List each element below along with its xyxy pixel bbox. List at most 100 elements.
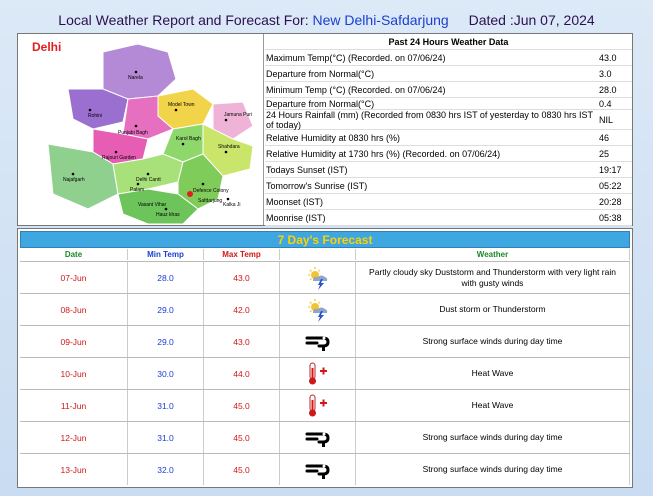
svg-text:Rajouri Garden: Rajouri Garden: [102, 155, 136, 161]
svg-text:Safdarjung: Safdarjung: [198, 198, 222, 204]
forecast-date: 12-Jun: [20, 422, 128, 453]
past24-row: Departure from Normal(°C) 3.0: [265, 66, 632, 82]
svg-text:Vasant Vihar: Vasant Vihar: [138, 202, 167, 208]
past24-label: 24 Hours Rainfall (mm) (Recorded from 08…: [266, 109, 593, 130]
past24-value: 28.0: [599, 84, 617, 95]
forecast-icon-cell: [280, 422, 356, 453]
past24-value: 05:38: [599, 212, 622, 223]
past24-row: Maximum Temp(°C) (Recorded. on 07/06/24)…: [265, 50, 632, 66]
forecast-weather: Strong surface winds during day time: [356, 422, 630, 453]
past24-row: Departure from Normal(°C) 0.4: [265, 98, 632, 110]
forecast-date: 09-Jun: [20, 326, 128, 357]
past24-row: Relative Humidity at 0830 hrs (%) 46: [265, 130, 632, 146]
svg-text:Narela: Narela: [128, 75, 143, 81]
report-date: Dated :Jun 07, 2024: [468, 12, 595, 28]
forecast-max-temp: 45.0: [204, 454, 280, 485]
wind-icon: [305, 460, 331, 480]
svg-text:Shahdara: Shahdara: [218, 144, 240, 150]
forecast-date: 08-Jun: [20, 294, 128, 325]
header-min-temp: Min Temp: [128, 249, 204, 260]
svg-text:Hauz khas: Hauz khas: [156, 212, 180, 218]
delhi-district-map: Delhi Narela Rohini Model Town Jamuna Pu…: [32, 40, 254, 225]
district-hauz-khas: [117, 188, 199, 225]
forecast-weather: Partly cloudy sky Duststorm and Thunders…: [356, 262, 630, 293]
forecast-max-temp: 43.0: [204, 262, 280, 293]
heatwave-icon: [306, 393, 330, 419]
storm-icon: [307, 266, 329, 290]
forecast-date: 10-Jun: [20, 358, 128, 389]
forecast-row: 09-Jun 29.0 43.0 Strong surface winds durin…: [20, 325, 630, 357]
forecast-icon-cell: [280, 390, 356, 421]
past24-row: Minimum Temp (°C) (Recorded. on 07/06/24…: [265, 82, 632, 98]
forecast-row: 12-Jun 31.0 45.0 Strong surface winds durin…: [20, 421, 630, 453]
forecast-row: 11-Jun 31.0 45.0 Heat Wave: [20, 389, 630, 421]
svg-text:Najafgarh: Najafgarh: [63, 177, 85, 183]
title-prefix: Local Weather Report and Forecast For:: [58, 12, 309, 28]
forecast-row: 08-Jun 29.0 42.0 Dust storm or Thunderstorm: [20, 293, 630, 325]
past24-value: 05:22: [599, 180, 622, 191]
forecast-panel: 7 Day's Forecast Date Min Temp Max Temp …: [17, 228, 633, 488]
header-icon: [280, 249, 356, 260]
header-max-temp: Max Temp: [204, 249, 280, 260]
past24-value: 19:17: [599, 164, 622, 175]
storm-icon: [307, 298, 329, 322]
forecast-max-temp: 45.0: [204, 422, 280, 453]
upper-panel: Delhi Narela Rohini Model Town Jamuna Pu…: [17, 33, 633, 226]
forecast-min-temp: 31.0: [128, 422, 204, 453]
forecast-icon-cell: [280, 294, 356, 325]
forecast-weather: Dust storm or Thunderstorm: [356, 294, 630, 325]
forecast-icon-cell: [280, 326, 356, 357]
forecast-title: 7 Day's Forecast: [20, 231, 630, 248]
heatwave-icon: [306, 361, 330, 387]
district-rohini: [67, 88, 129, 130]
forecast-row: 10-Jun 30.0 44.0 Heat Wave: [20, 357, 630, 389]
station-marker-icon: [187, 191, 193, 197]
forecast-weather: Strong surface winds during day time: [356, 454, 630, 485]
forecast-icon-cell: [280, 454, 356, 485]
svg-text:Jamuna Puri: Jamuna Puri: [224, 112, 252, 118]
forecast-min-temp: 29.0: [128, 326, 204, 357]
forecast-icon-cell: [280, 358, 356, 389]
forecast-rows: 07-Jun 28.0 43.0 Partly cloudy sky Duststor…: [20, 261, 630, 485]
forecast-max-temp: 43.0: [204, 326, 280, 357]
svg-text:Kalka Ji: Kalka Ji: [223, 202, 241, 208]
past24-label: Moonset (IST): [266, 196, 324, 207]
svg-text:Palam: Palam: [130, 187, 144, 193]
past24-row: Relative Humidity at 1730 hrs (%) (Recor…: [265, 146, 632, 162]
forecast-max-temp: 44.0: [204, 358, 280, 389]
station-name: New Delhi-Safdarjung: [312, 12, 449, 28]
delhi-map: Delhi Narela Rohini Model Town Jamuna Pu…: [18, 34, 264, 225]
svg-text:Karol Bagh: Karol Bagh: [176, 136, 201, 142]
past24-label: Maximum Temp(°C) (Recorded. on 07/06/24): [266, 52, 446, 63]
forecast-date: 11-Jun: [20, 390, 128, 421]
past24-value: 46: [599, 132, 610, 143]
past24-label: Minimum Temp (°C) (Recorded. on 07/06/24…: [266, 84, 446, 95]
past24-title: Past 24 Hours Weather Data: [265, 34, 632, 50]
past24-row: Moonset (IST) 20:28: [265, 194, 632, 210]
svg-text:Rohini: Rohini: [88, 113, 102, 119]
past24-value: 43.0: [599, 52, 617, 63]
forecast-min-temp: 29.0: [128, 294, 204, 325]
forecast-row: 07-Jun 28.0 43.0 Partly cloudy sky Duststor…: [20, 261, 630, 293]
wind-icon: [305, 428, 331, 448]
forecast-row: 13-Jun 32.0 45.0 Strong surface winds durin…: [20, 453, 630, 485]
past24-value: 25: [599, 148, 610, 159]
header-weather: Weather: [356, 249, 630, 260]
map-region-label: Delhi: [32, 40, 61, 54]
past24-value: 0.4: [599, 98, 612, 109]
past24-row: Tomorrow's Sunrise (IST) 05:22: [265, 178, 632, 194]
past24-label: Relative Humidity at 0830 hrs (%): [266, 132, 401, 143]
report-title: Local Weather Report and Forecast For: N…: [0, 12, 653, 28]
svg-text:Punjabi Bagh: Punjabi Bagh: [118, 130, 148, 136]
forecast-weather: Heat Wave: [356, 358, 630, 389]
past24-row: Todays Sunset (IST) 19:17: [265, 162, 632, 178]
past24-table: Past 24 Hours Weather Data Maximum Temp(…: [265, 34, 632, 226]
forecast-min-temp: 30.0: [128, 358, 204, 389]
wind-icon: [305, 332, 331, 352]
past24-value: NIL: [599, 114, 614, 125]
past24-value: 20:28: [599, 196, 622, 207]
past24-label: Todays Sunset (IST): [266, 164, 348, 175]
past24-label: Moonrise (IST): [266, 212, 326, 223]
forecast-date: 07-Jun: [20, 262, 128, 293]
district-narela: [102, 43, 177, 100]
